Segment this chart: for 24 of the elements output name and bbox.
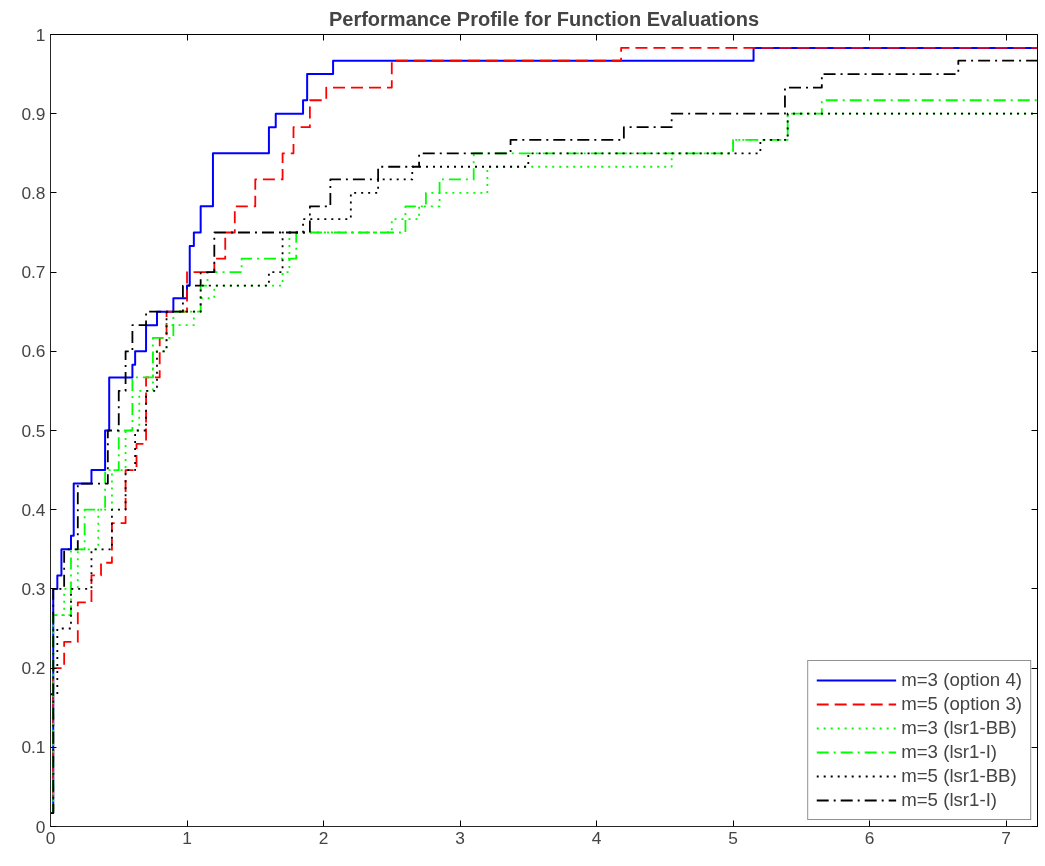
legend-label: m=3 (option 4)	[901, 669, 1022, 691]
y-tick-label: 0.8	[21, 182, 46, 203]
x-tick-label: 3	[455, 827, 465, 848]
chart-title: Performance Profile for Function Evaluations	[328, 7, 760, 30]
legend-label: m=3 (lsr1-I)	[901, 741, 998, 763]
y-tick-label: 0.4	[21, 499, 46, 520]
y-tick-label: 0.3	[21, 578, 46, 599]
x-tick-label: 6	[864, 827, 875, 848]
y-tick-label: 0.1	[21, 737, 46, 758]
y-tick-label: 0.2	[21, 658, 46, 679]
x-tick-label: 1	[182, 827, 192, 848]
y-tick-label: 0.6	[21, 341, 46, 362]
y-tick-label: 0.9	[21, 103, 46, 124]
y-tick-label: 1	[35, 24, 46, 45]
y-tick-label: 0.7	[21, 262, 46, 283]
legend-label: m=5 (lsr1-BB)	[901, 765, 1017, 787]
x-tick-label: 5	[728, 827, 738, 848]
x-tick-label: 2	[318, 827, 329, 848]
x-tick-label: 7	[1001, 827, 1011, 848]
legend-label: m=5 (option 3)	[901, 693, 1022, 715]
x-tick-label: 4	[591, 827, 602, 848]
legend-label: m=3 (lsr1-BB)	[901, 717, 1017, 739]
y-tick-label: 0.5	[21, 420, 46, 441]
legend-label: m=5 (lsr1-I)	[901, 789, 998, 811]
